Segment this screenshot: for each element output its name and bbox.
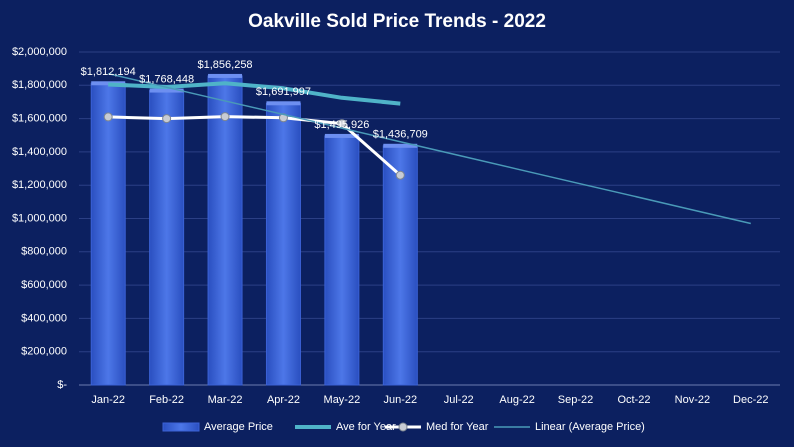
legend-label: Ave for Year (336, 421, 396, 433)
y-tick-label: $600,000 (21, 279, 67, 291)
marker (162, 114, 172, 124)
y-tick-label: $1,600,000 (12, 113, 67, 125)
data-label: $1,691,997 (256, 86, 311, 98)
legend-swatch (162, 422, 200, 432)
x-tick-label: Sep-22 (558, 394, 593, 406)
data-label: $1,812,194 (81, 66, 136, 78)
y-tick-label: $800,000 (21, 246, 67, 258)
legend-label: Linear (Average Price) (535, 421, 645, 433)
y-tick-label: $200,000 (21, 346, 67, 358)
bar (265, 102, 301, 386)
x-tick-label: Oct-22 (617, 394, 650, 406)
line (108, 72, 751, 225)
line (108, 115, 402, 177)
bar (324, 135, 360, 386)
y-tick-label: $1,000,000 (12, 212, 67, 224)
legend-label: Med for Year (426, 421, 489, 433)
x-tick-label: Jan-22 (91, 394, 125, 406)
y-tick-label: $- (57, 379, 67, 391)
y-tick-label: $1,200,000 (12, 179, 67, 191)
bar-top (383, 143, 418, 148)
bar-top (149, 88, 184, 93)
x-tick-label: Jul-22 (444, 394, 474, 406)
y-tick-label: $1,400,000 (12, 146, 67, 158)
legend-marker (398, 422, 408, 432)
x-tick-label: May-22 (324, 394, 361, 406)
legend-label: Average Price (204, 421, 273, 433)
x-tick-label: Apr-22 (267, 394, 300, 406)
line (108, 81, 401, 106)
y-tick-label: $2,000,000 (12, 46, 67, 58)
marker (395, 170, 405, 180)
data-label: $1,856,258 (198, 59, 253, 71)
y-tick-label: $400,000 (21, 312, 67, 324)
bar-top (266, 101, 301, 106)
chart-title: Oakville Sold Price Trends - 2022 (248, 11, 546, 32)
bar-top (324, 133, 359, 138)
marker (103, 112, 113, 122)
x-tick-label: Dec-22 (733, 394, 768, 406)
bar (149, 90, 185, 386)
x-tick-label: Jun-22 (383, 394, 417, 406)
data-label: $1,436,709 (373, 129, 428, 141)
bar (382, 145, 418, 386)
bar (90, 82, 126, 386)
x-tick-label: Nov-22 (675, 394, 710, 406)
y-tick-label: $1,800,000 (12, 79, 67, 91)
x-tick-label: Feb-22 (149, 394, 184, 406)
data-label: $1,768,448 (139, 73, 194, 85)
x-tick-label: Mar-22 (208, 394, 243, 406)
data-label: $1,495,926 (314, 119, 369, 131)
marker (220, 112, 230, 122)
x-tick-label: Aug-22 (499, 394, 534, 406)
bar-top (208, 73, 243, 78)
bar-top (91, 81, 126, 86)
bar (207, 75, 243, 386)
